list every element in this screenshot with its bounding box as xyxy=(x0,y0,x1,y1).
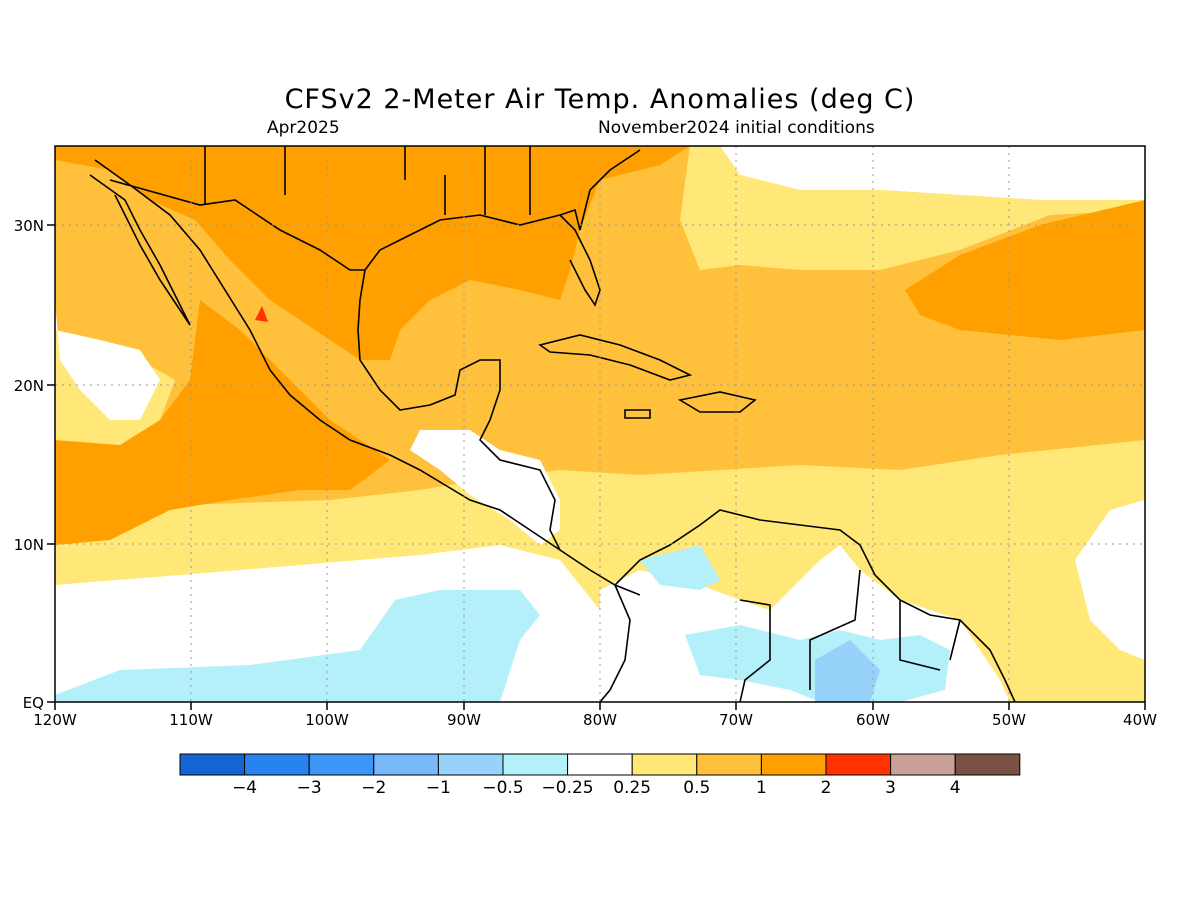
colorbar-swatch xyxy=(373,753,439,776)
lon-label: 90W xyxy=(447,711,481,729)
anomaly-region-normal-northatlantic xyxy=(720,146,1145,200)
lon-label: 110W xyxy=(169,711,213,729)
coastline-southamerica-north xyxy=(614,509,1016,702)
lon-label: 100W xyxy=(305,711,349,729)
border-southamerica-interior xyxy=(739,569,961,702)
colorbar-label: −1 xyxy=(426,778,451,798)
colorbar-swatch xyxy=(631,753,698,776)
anomaly-region-1-2-mexico xyxy=(55,146,690,360)
colorbar-swatch xyxy=(567,753,633,776)
colorbar-labels: −4 −3 −2 −1 −0.5 −0.25 0.25 0.5 1 2 3 4 xyxy=(232,778,961,798)
colorbar-label: −3 xyxy=(297,778,322,798)
anomaly-region-normal-atlantic xyxy=(1075,500,1145,660)
colorbar-swatch xyxy=(179,753,246,776)
lon-label: 120W xyxy=(33,711,77,729)
lat-labels: 30N 20N 10N EQ xyxy=(14,217,44,712)
colorbar xyxy=(179,753,1021,776)
coastline-centralamerica xyxy=(479,419,561,551)
colorbar-label: 0.25 xyxy=(613,778,651,798)
colorbar-swatch xyxy=(308,753,375,776)
graticule xyxy=(55,146,1145,702)
coastline-baja xyxy=(89,174,191,326)
anomaly-region-normal-bajacoast xyxy=(55,300,160,420)
colorbar-label: 2 xyxy=(821,778,832,798)
coastline-jamaica xyxy=(624,409,651,419)
anomaly-region-1-2-westmexico xyxy=(55,300,390,545)
lon-label: 60W xyxy=(856,711,890,729)
lat-label: 20N xyxy=(14,377,44,395)
colorbar-label: −4 xyxy=(232,778,257,798)
anomaly-region-cool-colombia xyxy=(640,545,720,590)
coastline-hispaniola xyxy=(677,391,757,413)
colorbar-label: −0.25 xyxy=(542,778,594,798)
colorbar-label: 0.5 xyxy=(683,778,710,798)
coastline-florida xyxy=(559,214,601,307)
coastline-cuba xyxy=(538,334,693,381)
colorbar-swatch xyxy=(890,753,956,776)
coastline-mexico-west xyxy=(94,159,641,596)
anomaly-region-cool-pacific xyxy=(55,590,540,702)
anomaly-region-cool-amazon-2 xyxy=(815,640,880,702)
colorbar-label: 1 xyxy=(756,778,767,798)
anomaly-region-normal-centralamerica xyxy=(410,430,560,545)
lon-labels: 120W 110W 100W 90W 80W 70W 60W 50W 40W xyxy=(33,711,1157,729)
coastline-southamerica-west xyxy=(599,584,631,702)
lat-label: EQ xyxy=(23,694,44,712)
initial-conditions-label: November2024 initial conditions xyxy=(598,118,875,138)
colorbar-label: 3 xyxy=(885,778,896,798)
colorbar-swatch xyxy=(760,753,827,776)
anomaly-region-2-3-hotspot xyxy=(255,306,268,322)
anomaly-region-025-05-northatlantic xyxy=(680,146,1145,270)
colorbar-swatch xyxy=(696,753,762,776)
border-us-mexico xyxy=(109,179,365,271)
colorbar-label: 4 xyxy=(950,778,961,798)
lon-label: 40W xyxy=(1123,711,1157,729)
lon-label: 80W xyxy=(583,711,617,729)
colorbar-label: −2 xyxy=(361,778,386,798)
coastlines xyxy=(89,146,1016,702)
coastline-us-east xyxy=(579,149,641,231)
map-title: CFSv2 2-Meter Air Temp. Anomalies (deg C… xyxy=(284,84,916,115)
lat-label: 10N xyxy=(14,536,44,554)
axis-ticks xyxy=(47,224,1146,710)
valid-month-label: Apr2025 xyxy=(267,118,340,138)
lon-label: 50W xyxy=(992,711,1026,729)
colorbar-swatch xyxy=(244,753,310,776)
colorbar-label: −0.5 xyxy=(482,778,523,798)
lat-label: 30N xyxy=(14,217,44,235)
coastline-gulf xyxy=(357,208,581,421)
colorbar-swatch xyxy=(502,753,569,776)
lon-label: 70W xyxy=(719,711,753,729)
colorbar-swatch xyxy=(437,753,504,776)
anomaly-region-1-2-atlantic xyxy=(905,200,1145,340)
colorbar-swatch xyxy=(954,753,1021,776)
colorbar-swatch xyxy=(825,753,892,776)
border-us-states xyxy=(204,146,531,215)
anomaly-field xyxy=(55,146,1145,702)
